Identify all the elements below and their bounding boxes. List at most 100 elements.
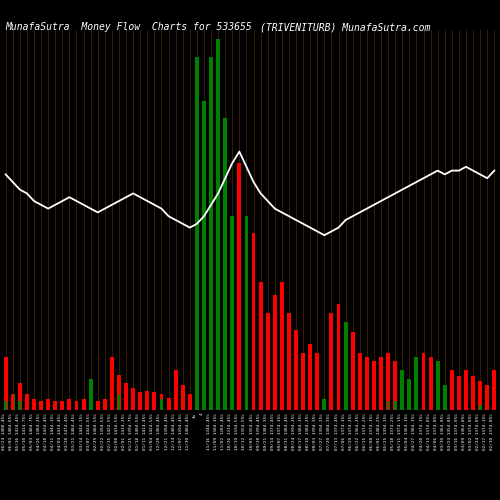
Bar [492, 370, 496, 410]
Bar [493, 401, 496, 410]
Bar [443, 386, 446, 410]
Bar [88, 379, 92, 410]
Bar [18, 384, 22, 410]
Bar [124, 384, 128, 410]
Bar [464, 370, 468, 410]
Bar [238, 162, 242, 410]
Bar [273, 295, 276, 410]
Bar [181, 386, 184, 410]
Bar [104, 401, 106, 410]
Bar [372, 404, 376, 410]
Bar [47, 401, 50, 410]
Bar [450, 370, 454, 410]
Bar [217, 384, 220, 410]
Bar [74, 401, 78, 410]
Bar [336, 304, 340, 410]
Bar [486, 404, 488, 410]
Bar [82, 400, 86, 410]
Bar [202, 100, 206, 410]
Bar [202, 384, 205, 410]
Bar [387, 401, 390, 410]
Bar [160, 400, 163, 410]
Bar [32, 400, 36, 410]
Bar [266, 401, 269, 410]
Bar [131, 388, 135, 410]
Bar [330, 401, 333, 410]
Bar [174, 401, 177, 410]
Bar [450, 401, 453, 410]
Bar [196, 370, 198, 410]
Bar [422, 352, 426, 410]
Bar [408, 379, 412, 410]
Bar [379, 357, 383, 410]
Bar [280, 282, 284, 410]
Bar [380, 404, 382, 410]
Bar [358, 352, 362, 410]
Bar [12, 394, 14, 410]
Bar [132, 400, 134, 410]
Bar [408, 401, 410, 410]
Bar [54, 403, 56, 410]
Bar [358, 403, 361, 410]
Bar [372, 362, 376, 410]
Bar [471, 376, 475, 410]
Bar [216, 39, 220, 410]
Bar [230, 216, 234, 410]
Bar [32, 401, 35, 410]
Bar [96, 401, 100, 410]
Bar [472, 403, 474, 410]
Bar [224, 388, 226, 410]
Bar [188, 403, 191, 410]
Bar [457, 376, 461, 410]
Bar [294, 330, 298, 410]
Bar [309, 403, 312, 410]
Bar [110, 396, 113, 410]
Bar [54, 401, 57, 410]
Bar [26, 400, 29, 410]
Bar [415, 398, 418, 410]
Bar [436, 362, 440, 410]
Bar [90, 394, 92, 410]
Bar [422, 400, 425, 410]
Bar [464, 401, 468, 410]
Bar [288, 401, 290, 410]
Bar [68, 400, 71, 410]
Bar [366, 404, 368, 410]
Bar [458, 403, 460, 410]
Bar [103, 400, 107, 410]
Bar [146, 390, 150, 410]
Bar [167, 403, 170, 410]
Bar [210, 379, 212, 410]
Bar [322, 400, 326, 410]
Bar [302, 404, 304, 410]
Bar [188, 394, 192, 410]
Bar [444, 404, 446, 410]
Bar [386, 352, 390, 410]
Bar [139, 401, 141, 410]
Bar [174, 370, 178, 410]
Bar [238, 388, 240, 410]
Bar [344, 400, 347, 410]
Bar [274, 400, 276, 410]
Text: MunafaSutra  Money Flow  Charts for 533655: MunafaSutra Money Flow Charts for 533655 [5, 22, 252, 32]
Bar [428, 357, 432, 410]
Bar [478, 381, 482, 410]
Bar [252, 396, 255, 410]
Bar [117, 374, 121, 410]
Bar [400, 370, 404, 410]
Bar [287, 313, 291, 410]
Bar [330, 313, 334, 410]
Bar [40, 403, 42, 410]
Bar [18, 401, 21, 410]
Bar [60, 401, 64, 410]
Bar [146, 401, 148, 410]
Bar [486, 386, 489, 410]
Bar [224, 118, 227, 410]
Bar [209, 56, 213, 410]
Bar [110, 357, 114, 410]
Bar [166, 398, 170, 410]
Bar [244, 216, 248, 410]
Bar [11, 394, 15, 410]
Bar [414, 357, 418, 410]
Bar [337, 400, 340, 410]
